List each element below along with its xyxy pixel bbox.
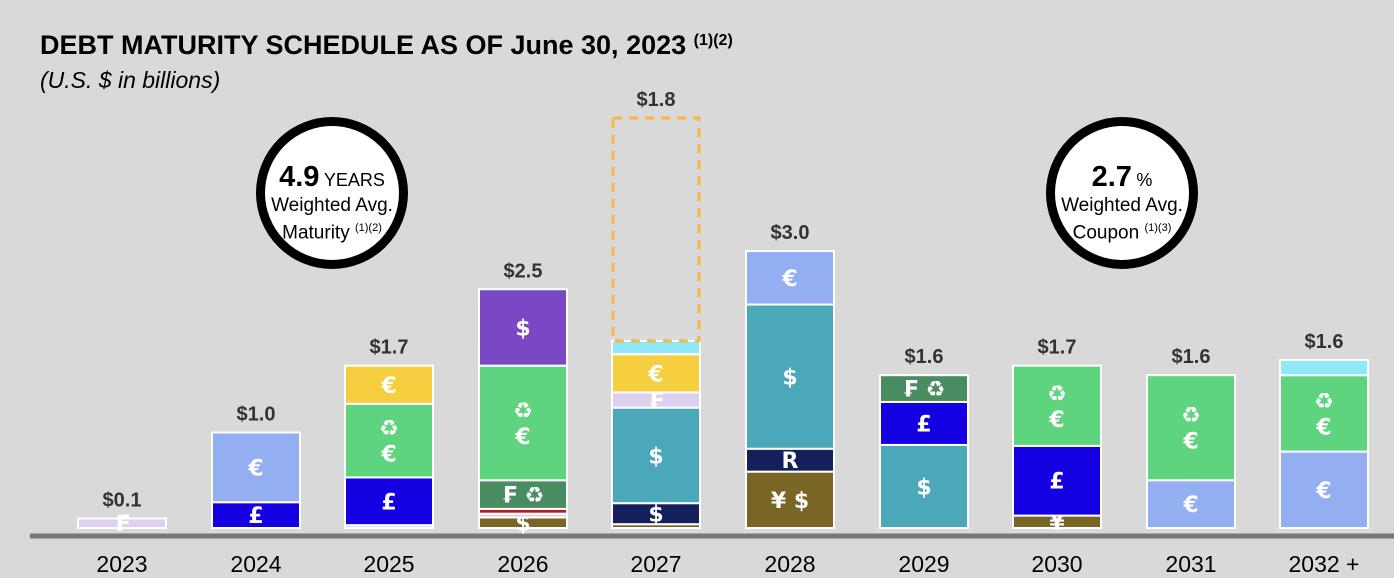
coupon-footnote: (1)(3) [1144,222,1172,234]
currency-label: ♻ [513,399,533,424]
chart-title-text: DEBT MATURITY SCHEDULE AS OF June 30, 20… [40,30,687,60]
bar-segment [611,339,701,356]
maturity-line2: Maturity [282,222,350,244]
bar-segment [478,364,568,482]
dashed-outline [611,116,701,343]
x-tick-label: 2027 [630,551,681,577]
bar-segment [1146,479,1236,529]
bar-total-label: $0.1 [103,489,142,511]
maturity-footnote: (1)(2) [354,222,382,234]
currency-label: ₣ [114,512,129,537]
x-tick-label: 2026 [497,551,548,577]
bar-total-label: $1.6 [905,346,944,368]
x-tick-label: 2030 [1031,551,1082,577]
bar-total-label: $1.8 [637,89,676,111]
maturity-value: 4.9 [279,161,320,193]
x-tick-label: 2031 [1165,551,1216,577]
x-tick-label: 2023 [96,551,147,577]
bar-segment [879,374,969,403]
bar-segment [879,443,969,530]
maturity-callout: 4.9 YEARS Weighted Avg. Maturity (1)(2) [256,117,408,269]
currency-label: ♻ [379,417,399,442]
bar-segment [77,517,167,530]
chart-title: DEBT MATURITY SCHEDULE AS OF June 30, 20… [40,30,733,61]
currency-label: ₣ ♻ [903,378,946,403]
bar-segment [745,470,835,529]
x-tick-label: 2032 + [1289,551,1360,577]
bar-segment [1279,450,1369,530]
currency-label: € [514,425,530,450]
currency-label: € [1315,415,1331,440]
title-footnote: (1)(2) [693,32,733,49]
currency-label: € [380,443,396,468]
bar-segment [1146,374,1236,482]
bar-segment [211,501,301,529]
x-tick-label: 2028 [764,551,815,577]
maturity-unit: YEARS [323,170,385,190]
bar-segment [745,250,835,306]
currency-label: € [1182,430,1198,455]
currency-label: ♻ [1047,382,1067,407]
currency-label: € [1315,479,1331,504]
currency-label: € [380,374,396,399]
bar-segment [478,479,568,510]
x-tick-label: 2025 [363,551,414,577]
currency-label: ♻ [1181,404,1201,429]
currency-label: ¥ $ [771,489,809,514]
currency-label: € [781,267,797,292]
bar-total-label: $1.7 [370,337,409,359]
chart-subtitle: (U.S. $ in billions) [40,67,221,93]
bar-total-label: $1.6 [1172,346,1211,368]
bar-total-label: $1.6 [1305,331,1344,353]
currency-label: $ [916,475,931,500]
currency-label: ₣ ♻ [502,484,545,509]
currency-label: $ [648,503,663,528]
bar-segment [478,288,568,367]
currency-label: £ [916,412,931,437]
maturity-line1: Weighted Avg. [271,195,393,216]
bar-segment [611,406,701,505]
x-tick-label: 2029 [898,551,949,577]
currency-label: € [247,456,263,481]
currency-label: $ [515,316,530,341]
currency-label: £ [248,504,263,529]
bar-total-label: $3.0 [771,222,810,244]
currency-label: ₣ [648,389,663,414]
bar-total-label: $2.5 [504,260,543,282]
bar-segment [1279,374,1369,453]
bar-segment [611,353,701,394]
currency-label: $ [782,366,797,391]
currency-label: € [647,362,663,387]
currency-label: € [1048,408,1064,433]
currency-label: ♻ [1314,389,1334,414]
currency-label: £ [381,490,396,515]
bar-segment [745,303,835,450]
x-tick-label: 2024 [230,551,281,577]
coupon-line2: Coupon [1072,222,1140,244]
bar-segment [1012,364,1102,447]
coupon-value: 2.7 [1091,161,1132,193]
coupon-line1: Weighted Avg. [1061,195,1183,216]
currency-label: € [1182,493,1198,518]
bar-segment [1279,358,1369,377]
coupon-callout: 2.7 % Weighted Avg. Coupon (1)(3) [1046,117,1198,269]
currency-label: R [782,449,799,474]
currency-label: ¥ [1049,511,1065,536]
bar-segment [211,431,301,504]
currency-label: £ [1049,470,1064,495]
bar-segment [344,364,434,405]
coupon-unit: % [1136,170,1153,190]
bar-total-label: $1.0 [237,404,276,426]
currency-label: $ [648,444,663,469]
bar-total-label: $1.7 [1038,337,1077,359]
